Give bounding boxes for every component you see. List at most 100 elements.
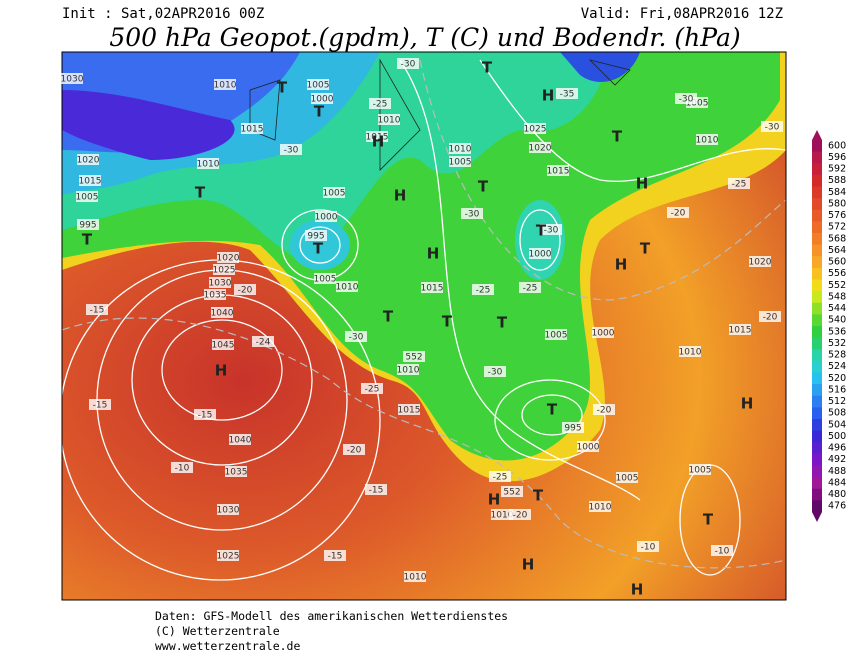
pressure-center: H <box>522 556 535 574</box>
footer-line: (C) Wetterzentrale <box>155 624 280 638</box>
temperature-label: -25 <box>732 180 747 190</box>
legend-swatch <box>812 244 822 257</box>
pressure-label: 1015 <box>241 125 264 135</box>
temperature-label-box <box>637 541 659 552</box>
legend-arrow <box>812 512 822 522</box>
pressure-center: T <box>640 240 651 258</box>
temperature-label-box <box>711 545 733 556</box>
pressure-center: T <box>482 59 493 77</box>
temperature-label: -10 <box>641 543 656 553</box>
legend-label: 536 <box>828 326 846 337</box>
pressure-label-box <box>577 441 599 452</box>
legend-swatch <box>812 500 822 513</box>
temperature-label-box <box>728 178 750 189</box>
legend-label: 548 <box>828 291 846 302</box>
pressure-label-box <box>547 165 569 176</box>
temperature-label-box <box>369 98 391 109</box>
temperature-label-box <box>324 550 346 561</box>
legend-label: 596 <box>828 152 846 163</box>
legend-label: 568 <box>828 233 846 244</box>
pressure-label: 1020 <box>749 258 772 268</box>
temperature-label-box <box>361 383 383 394</box>
init: Init : Sat,02APR2016 00Z <box>62 6 264 22</box>
pressure-label: 1010 <box>679 348 702 358</box>
pressure-label-box <box>449 143 471 154</box>
temperature-label-box <box>667 207 689 218</box>
temperature-label: -30 <box>488 368 503 378</box>
pressure-label: 1010 <box>449 145 472 155</box>
legend-swatch <box>812 349 822 362</box>
pressure-label-box <box>211 307 233 318</box>
legend-label: 476 <box>828 501 846 512</box>
legend-swatch <box>812 360 822 373</box>
legend-swatch <box>812 419 822 432</box>
legend-label: 492 <box>828 454 846 465</box>
pressure-label-box <box>214 79 236 90</box>
legend-swatch <box>812 267 822 280</box>
pressure-label: 1025 <box>217 552 240 562</box>
temperature-label: -30 <box>765 123 780 133</box>
legend-label: 532 <box>828 338 846 349</box>
legend-label: 488 <box>828 466 846 477</box>
temperature-label: -25 <box>373 100 388 110</box>
legend-swatch <box>812 407 822 420</box>
legend-swatch <box>812 430 822 443</box>
pressure-label-box <box>491 509 513 520</box>
pressure-center: T <box>383 308 394 326</box>
pressure-center: T <box>277 79 288 97</box>
pressure-label-box <box>197 158 219 169</box>
pressure-label: 995 <box>564 424 581 434</box>
pressure-label: 1020 <box>77 156 100 166</box>
pressure-center: T <box>533 487 544 505</box>
pressure-label: 1015 <box>79 177 102 187</box>
temperature-label: -30 <box>284 146 299 156</box>
pressure-center: T <box>314 103 325 121</box>
legend-label: 580 <box>828 198 846 209</box>
legend-swatch <box>812 326 822 339</box>
temperature-label-box <box>343 444 365 455</box>
pressure-label: 1005 <box>545 331 568 341</box>
legend-label: 564 <box>828 245 846 256</box>
legend-swatch <box>812 314 822 327</box>
pressure-label: 1000 <box>592 329 615 339</box>
pressure-center: H <box>636 175 649 193</box>
temperature-label-box <box>489 471 511 482</box>
legend-swatch <box>812 465 822 478</box>
pressure-label: 1005 <box>76 193 99 203</box>
legend-arrow <box>812 130 822 140</box>
temperature-label: -20 <box>671 209 686 219</box>
legend-label: 500 <box>828 431 846 442</box>
temperature-label: -15 <box>328 552 343 562</box>
pressure-center: H <box>488 491 501 509</box>
pressure-label: 1010 <box>197 160 220 170</box>
legend-label: 544 <box>828 303 846 314</box>
title: 500 hPa Geopot.(gpdm), T (C) und Bodendr… <box>109 23 740 52</box>
pressure-label-box <box>225 466 247 477</box>
pressure-label: 1010 <box>214 81 237 91</box>
pressure-label: 1020 <box>529 144 552 154</box>
temperature-label-box <box>759 311 781 322</box>
temperature-label-box <box>86 304 108 315</box>
pressure-center: H <box>372 133 385 151</box>
temperature-label-box <box>472 284 494 295</box>
pressure-label: 1005 <box>449 158 472 168</box>
pressure-center: H <box>427 245 440 263</box>
pressure-center: H <box>615 256 628 274</box>
temperature-label-box <box>89 399 111 410</box>
valid: Valid: Fri,08APR2016 12Z <box>581 6 783 22</box>
temperature-label: -30 <box>349 333 364 343</box>
pressure-center: T <box>703 511 714 529</box>
pressure-center: T <box>547 401 558 419</box>
pressure-label: 1000 <box>577 443 600 453</box>
legend-swatch <box>812 198 822 211</box>
legend-swatch <box>812 372 822 385</box>
legend-swatch <box>812 337 822 350</box>
pressure-label-box <box>77 219 99 230</box>
pressure-label: 1010 <box>491 511 514 521</box>
pressure-label: 1000 <box>311 95 334 105</box>
pressure-center: T <box>478 178 489 196</box>
pressure-label-box <box>204 289 226 300</box>
pressure-label-box <box>79 175 101 186</box>
temperature-label-box <box>252 336 274 347</box>
pressure-label-box <box>696 134 718 145</box>
